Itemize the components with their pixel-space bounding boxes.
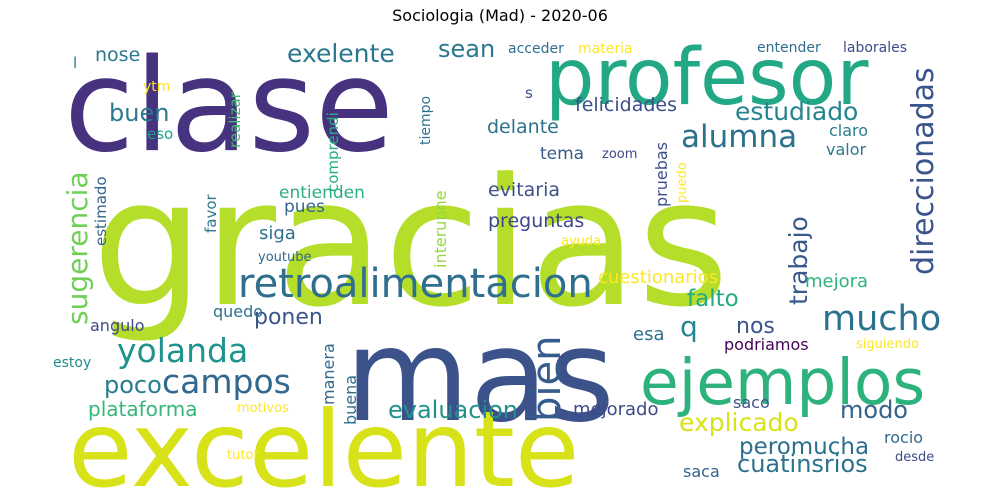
word-l: l	[73, 54, 77, 72]
word-buena: buena	[341, 375, 360, 425]
word-excelente: excelente	[68, 389, 579, 500]
word-favor: favor	[202, 193, 220, 233]
word-preguntas: preguntas	[488, 210, 584, 232]
word-peromucha: peromucha	[739, 434, 869, 460]
word-ytm: ytm	[143, 79, 170, 95]
word-pues: pues	[284, 197, 325, 217]
word-laborales: laborales	[843, 40, 907, 56]
word-claro: claro	[829, 121, 868, 140]
word-profesor: profesor	[545, 33, 869, 123]
word-poco: poco	[104, 371, 162, 399]
word-delante: delante	[487, 116, 559, 138]
word-puedo: puedo	[675, 162, 690, 203]
word-cuestionarios: cuestionarios	[598, 267, 718, 288]
word-gracias: gracias	[92, 141, 729, 346]
word-desde: desde	[895, 450, 934, 465]
word-felicidades: felicidades	[575, 94, 677, 116]
word-mejorado: mejorado	[573, 399, 659, 420]
word-motivos: motivos	[237, 401, 289, 416]
word-clase: clase	[64, 32, 394, 181]
word-direccionadas: direccionadas	[906, 67, 941, 275]
word-sugerencia: sugerencia	[61, 171, 94, 325]
word-sean: sean	[438, 35, 495, 63]
word-falto: falto	[687, 286, 739, 312]
word-modo: modo	[840, 396, 908, 424]
word-estudiado: estudiado	[735, 97, 858, 126]
word-comprendi: comprendi	[324, 112, 342, 192]
word-retroalimentacion: retroalimentacion	[238, 261, 593, 307]
word-ponen: ponen	[254, 305, 323, 330]
word-youtube: youtube	[258, 250, 311, 265]
word-interupne: interupne	[431, 190, 450, 268]
chart-title: Sociologia (Mad) - 2020-06	[392, 6, 608, 25]
word-mas: mas	[345, 302, 615, 451]
word-yolanda: yolanda	[117, 331, 248, 370]
word-mejora: mejora	[805, 271, 868, 292]
word-valor: valor	[826, 140, 867, 159]
word-cuatinsrios: cuatinsrios	[737, 450, 868, 478]
word-bien: bien	[524, 336, 570, 422]
word-pruebas: pruebas	[652, 142, 671, 207]
word-siguiendo: siguiendo	[856, 337, 919, 352]
word-eso: eso	[147, 125, 173, 143]
word-exelente: exelente	[287, 39, 395, 68]
word-q: q	[680, 310, 698, 343]
word-ayuda: ayuda	[561, 234, 601, 249]
word-materia: materia	[578, 41, 633, 57]
word-nos: nos	[736, 314, 775, 339]
word-siga: siga	[259, 223, 296, 244]
word-evaluacion: evaluacion	[388, 396, 518, 424]
word-entienden: entienden	[279, 183, 365, 203]
word-estimado: estimado	[92, 176, 110, 246]
word-buen: buen	[109, 99, 169, 127]
word-podriamos: podriamos	[724, 335, 809, 354]
word-s: s	[525, 84, 533, 102]
word-rocio: rocio	[884, 428, 923, 447]
word-explicado: explicado	[679, 408, 799, 437]
word-acceder: acceder	[508, 41, 564, 57]
word-estoy: estoy	[53, 355, 91, 371]
word-plataforma: plataforma	[88, 397, 198, 421]
word-esa: esa	[633, 324, 664, 345]
word-tiempo: tiempo	[418, 96, 434, 145]
word-campos: campos	[162, 362, 291, 401]
word-evitaria: evitaria	[488, 179, 560, 201]
word-ejemplos: ejemplos	[640, 346, 925, 419]
word-zoom: zoom	[602, 147, 637, 162]
word-saca: saca	[683, 462, 720, 481]
word-alumna: alumna	[681, 119, 797, 155]
word-tema: tema	[540, 144, 584, 164]
word-entender: entender	[757, 40, 821, 56]
word-tutor: tutor	[227, 448, 259, 463]
word-angulo: angulo	[90, 316, 144, 335]
word-saco: saco	[733, 393, 770, 412]
word-realizar: realizar	[226, 91, 244, 148]
word-manera: manera	[319, 343, 338, 405]
word-quedo: quedo	[213, 302, 263, 321]
word-trabajo: trabajo	[784, 216, 813, 305]
word-nose: nose	[95, 44, 140, 66]
word-mucho: mucho	[822, 299, 941, 339]
